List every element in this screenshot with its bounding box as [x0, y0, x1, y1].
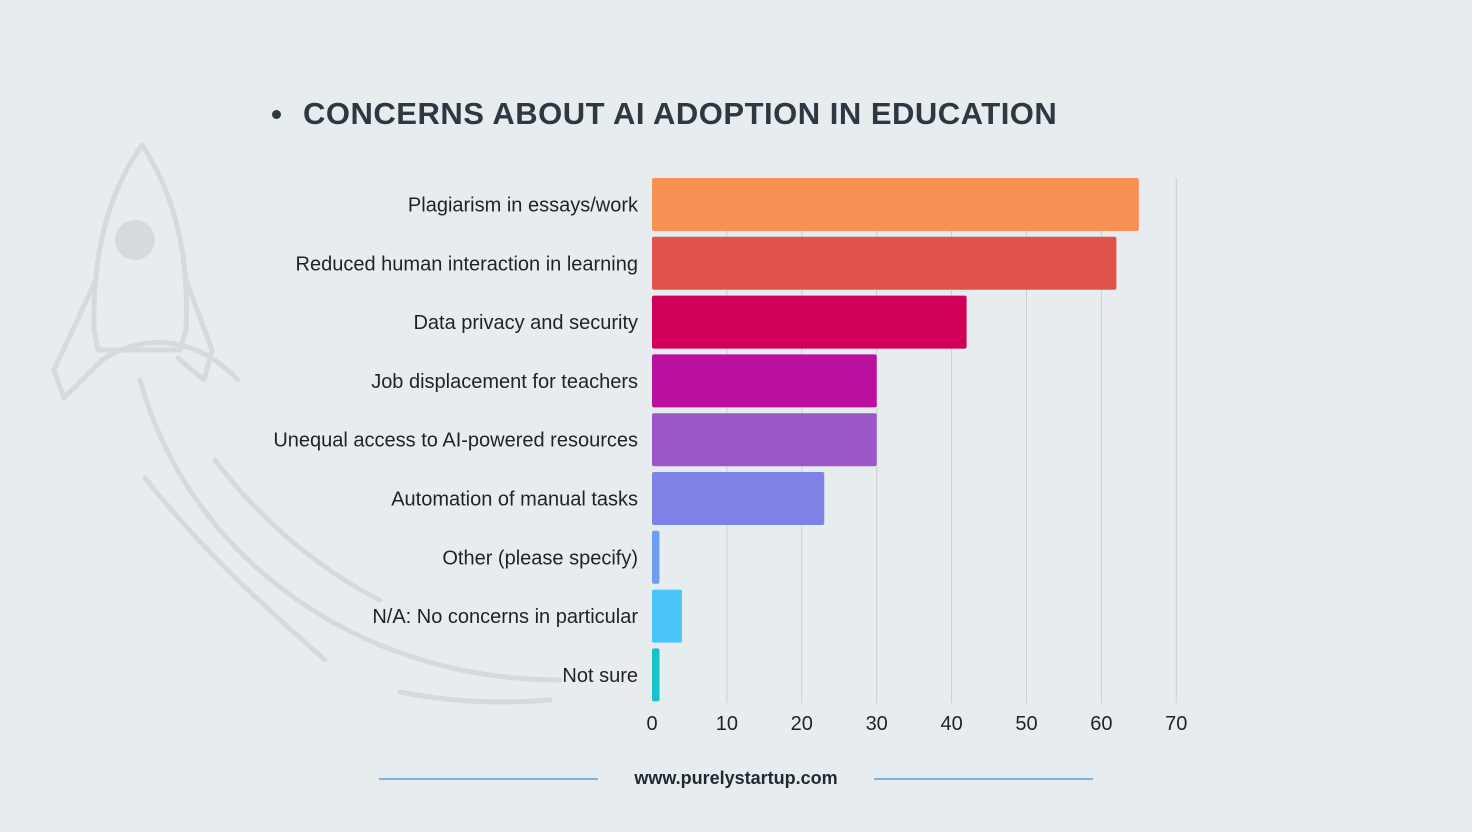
footer-url: www.purelystartup.com — [634, 768, 838, 788]
x-tick-label: 20 — [791, 713, 813, 735]
chart-title: CONCERNS ABOUT AI ADOPTION IN EDUCATION — [272, 96, 1057, 132]
bar — [652, 648, 660, 702]
x-tick-label: 50 — [1015, 713, 1037, 735]
bar — [652, 589, 682, 643]
category-label: Job displacement for teachers — [371, 371, 638, 393]
x-tick-label: 30 — [866, 713, 888, 735]
footer-line-right — [874, 778, 1093, 780]
bar — [652, 236, 1117, 290]
category-label: Other (please specify) — [442, 547, 638, 569]
chart-title-text: CONCERNS ABOUT AI ADOPTION IN EDUCATION — [303, 96, 1058, 131]
x-tick-label: 60 — [1090, 713, 1112, 735]
footer-line-left — [379, 778, 598, 780]
title-bullet — [272, 109, 281, 119]
category-label: Reduced human interaction in learning — [296, 253, 638, 275]
x-tick-label: 70 — [1165, 713, 1187, 735]
footer: www.purelystartup.com — [0, 766, 1472, 794]
category-label: Data privacy and security — [413, 312, 638, 334]
category-label: Automation of manual tasks — [391, 489, 638, 511]
category-label: Plagiarism in essays/work — [408, 195, 639, 217]
bar — [652, 178, 1139, 231]
category-label: Not sure — [562, 665, 638, 687]
x-tick-label: 0 — [646, 713, 657, 735]
category-label: N/A: No concerns in particular — [372, 606, 638, 628]
bar — [652, 472, 825, 525]
bar — [652, 354, 877, 408]
x-tick-label: 10 — [716, 713, 738, 735]
bar — [652, 530, 660, 584]
category-label: Unequal access to AI-powered resources — [273, 430, 638, 452]
bar — [652, 413, 877, 467]
x-tick-label: 40 — [940, 713, 962, 735]
bar — [652, 295, 967, 349]
